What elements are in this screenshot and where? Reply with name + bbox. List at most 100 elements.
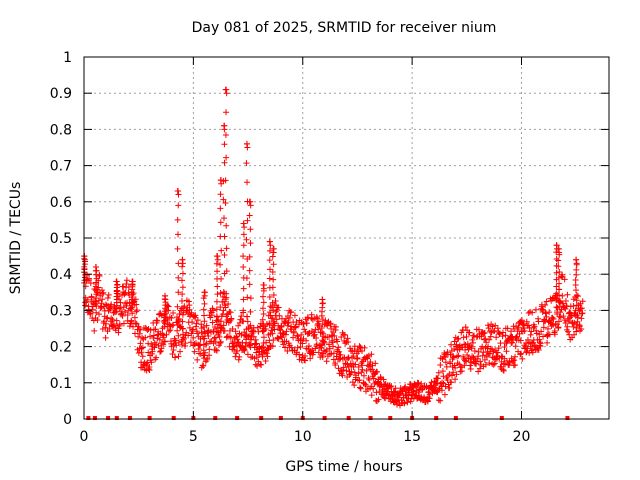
data-point (481, 329, 488, 336)
data-point (323, 358, 330, 365)
data-point (266, 309, 273, 316)
data-point (266, 294, 273, 301)
data-point (197, 342, 204, 349)
data-point (399, 388, 406, 395)
data-point (161, 323, 168, 330)
data-point (393, 401, 400, 408)
data-point (462, 324, 469, 331)
data-point (188, 330, 195, 337)
data-point (579, 310, 586, 317)
data-point (220, 322, 227, 329)
data-point (358, 362, 365, 369)
data-point (132, 320, 139, 327)
data-point (266, 275, 273, 282)
data-point (240, 318, 247, 325)
data-point (266, 247, 273, 254)
data-point (574, 293, 581, 300)
data-point (128, 306, 135, 313)
data-point (175, 332, 182, 339)
data-point (236, 353, 243, 360)
data-point (263, 350, 270, 357)
data-point (484, 322, 491, 329)
data-point (197, 350, 204, 357)
data-point (139, 353, 146, 360)
data-point (259, 293, 266, 300)
x-axis-label: GPS time / hours (285, 459, 402, 475)
x-tick-label: 0 (80, 429, 89, 445)
data-point (290, 329, 297, 336)
data-point (165, 303, 172, 310)
data-point (535, 318, 542, 325)
data-point (223, 109, 230, 116)
data-point (556, 297, 563, 304)
data-point (328, 325, 335, 332)
data-point (99, 291, 106, 298)
data-point (443, 363, 450, 370)
data-point (110, 321, 117, 328)
data-point (223, 90, 230, 97)
data-point (462, 357, 469, 364)
data-point (81, 271, 88, 278)
data-point (228, 315, 235, 322)
data-point (448, 341, 455, 348)
data-point (313, 314, 320, 321)
data-point (227, 334, 234, 341)
data-point (194, 356, 201, 363)
data-point (334, 338, 341, 345)
data-point (132, 296, 139, 303)
data-point (476, 365, 483, 372)
data-point (167, 327, 174, 334)
data-point (319, 354, 326, 361)
data-point (243, 275, 250, 282)
data-point (294, 333, 301, 340)
data-point (115, 325, 122, 332)
data-point (175, 339, 182, 346)
data-point (201, 335, 208, 342)
data-point (200, 362, 207, 369)
data-point (556, 303, 563, 310)
data-point (270, 292, 277, 299)
data-point (538, 303, 545, 310)
data-point (175, 231, 182, 238)
data-point (142, 334, 149, 341)
data-point (163, 331, 170, 338)
data-point (103, 320, 110, 327)
data-point (201, 300, 208, 307)
data-point (351, 347, 358, 354)
data-point (333, 353, 340, 360)
data-point (178, 297, 185, 304)
data-point (442, 354, 449, 361)
data-point (240, 253, 247, 260)
data-point (123, 302, 130, 309)
data-point (320, 333, 327, 340)
data-point (308, 311, 315, 318)
data-point (174, 245, 181, 252)
data-point (240, 242, 247, 249)
data-point (370, 385, 377, 392)
baseline-marker (388, 416, 393, 420)
data-point (192, 312, 199, 319)
data-point (133, 301, 140, 308)
data-point (158, 312, 165, 319)
data-point (493, 334, 500, 341)
data-point (447, 351, 454, 358)
data-point (458, 368, 465, 375)
y-tick-label: 0.4 (50, 267, 72, 283)
data-point (556, 269, 563, 276)
data-point (247, 295, 254, 302)
baseline-marker (368, 416, 373, 420)
data-point (313, 334, 320, 341)
data-point (446, 371, 453, 378)
data-point (227, 309, 234, 316)
data-point (135, 323, 142, 330)
data-point (326, 341, 333, 348)
data-point (572, 307, 579, 314)
baseline-marker (114, 416, 119, 420)
data-point (270, 261, 277, 268)
data-point (540, 333, 547, 340)
data-point (517, 337, 524, 344)
baseline-marker (213, 416, 218, 420)
data-point (221, 159, 228, 166)
data-point (108, 301, 115, 308)
